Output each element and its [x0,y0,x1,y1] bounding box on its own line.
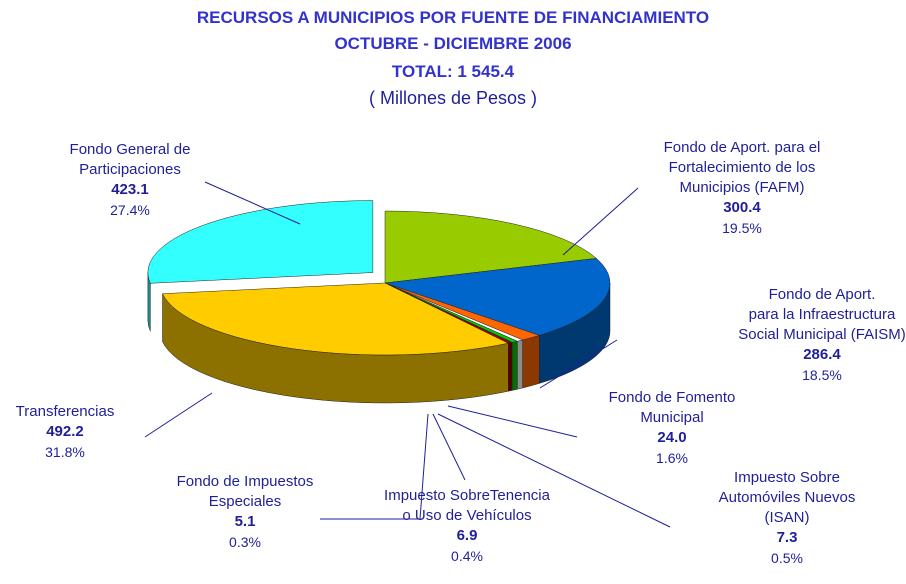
data-label: Impuesto SobreTenencia o Uso de Vehículo… [347,486,587,566]
data-label: Fondo General de Participaciones 423.1 27.… [10,140,250,220]
value-label: 5.1 [234,513,256,530]
data-label: Fondo de Aport. para la Infraestructura … [702,285,906,385]
chart-title: RECURSOS A MUNICIPIOS POR FUENTE DE FINA… [196,8,710,27]
slice [162,282,510,356]
chart-subtitle: OCTUBRE - DICIEMBRE 2006 [334,34,572,53]
leader-line [437,413,671,528]
slice [384,258,611,336]
total-label: TOTAL: 1 545.4 [391,62,515,81]
value-label: 7.3 [776,529,798,546]
percentage-label: 18.5% [802,367,842,383]
category-label: Fondo General de Participaciones [69,141,191,178]
value-label: 24.0 [657,429,687,446]
category-label: Fondo de Aport. para el Fortalecimiento … [663,139,821,196]
leader-line [204,181,301,225]
leader-line [432,413,466,481]
percentage-label: 0.3% [229,534,261,550]
data-label: Fondo de Impuestos Especiales 5.1 0.3% [125,472,365,552]
slice-side [511,340,518,391]
slice [147,200,374,284]
category-label: Fondo de Aport. para la Infraestructura … [738,286,906,343]
percentage-label: 27.4% [110,202,150,218]
slice-side [517,339,523,390]
percentage-label: 31.8% [45,444,85,460]
leader-line [539,339,618,389]
leader-line [320,413,429,520]
category-label: Transferencias [15,403,115,420]
leader-line [447,405,578,438]
slice-side [522,335,540,389]
value-label: 300.4 [723,199,761,216]
category-label: Fondo de Impuestos Especiales [176,473,314,510]
percentage-label: 0.5% [771,550,803,566]
value-label: 286.4 [803,346,841,363]
data-label: Fondo de Aport. para el Fortalecimiento … [622,138,862,238]
category-label: Fondo de Fomento Municipal [608,389,736,426]
pie [147,200,611,404]
leader-line [144,392,213,438]
category-label: Impuesto SobreTenencia o Uso de Vehículo… [384,487,550,524]
percentage-label: 19.5% [722,220,762,236]
value-label: 6.9 [456,527,478,544]
percentage-label: 0.4% [451,548,483,564]
slice-side [508,342,513,392]
slice [384,210,597,284]
unit-label: ( Millones de Pesos ) [368,88,538,108]
data-label: Fondo de Fomento Municipal 24.0 1.6% [552,388,792,468]
percentage-label: 1.6% [656,450,688,466]
data-label: Impuesto Sobre Automóviles Nuevos (ISAN)… [667,468,906,568]
leader-line [562,187,639,256]
value-label: 423.1 [111,181,149,198]
value-label: 492.2 [46,423,84,440]
category-label: Impuesto Sobre Automóviles Nuevos (ISAN) [718,469,856,526]
data-label: Transferencias 492.2 31.8% [0,402,185,462]
